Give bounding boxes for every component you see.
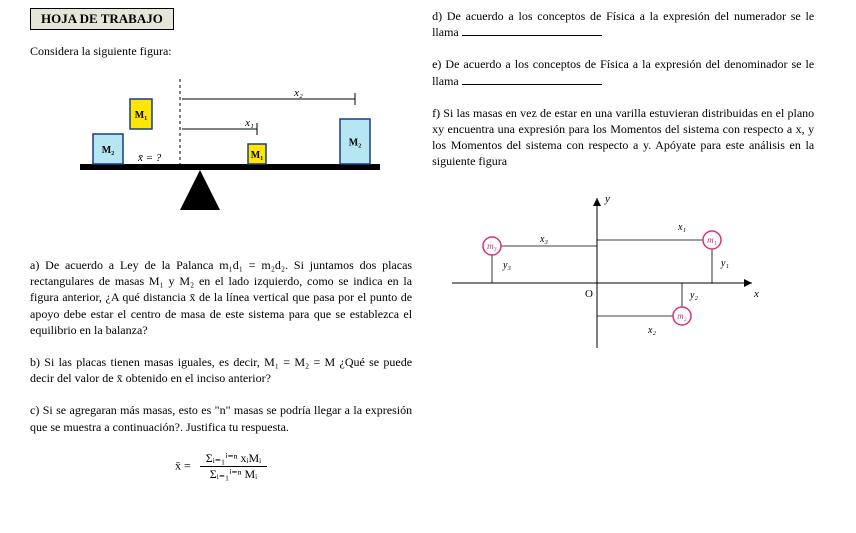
- worksheet-header: HOJA DE TRABAJO: [30, 8, 174, 30]
- question-d: d) De acuerdo a los conceptos de Física …: [432, 8, 814, 40]
- svg-text:O: O: [585, 288, 593, 300]
- svg-text:x̄ = ?: x̄ = ?: [137, 152, 162, 164]
- blank-e: [462, 73, 602, 85]
- svg-text:x₁: x₁: [244, 117, 254, 129]
- svg-text:M₂: M₂: [102, 145, 114, 156]
- figure-plane: Ox y m₃ m₁ m₂ x₃ y₃ x₁ y₁ y₂ x₂: [432, 188, 814, 362]
- svg-text:m₁: m₁: [707, 235, 717, 245]
- formula-xbar: x̄ = Σᵢ₌₁ⁱ⁼ⁿ xᵢMᵢ Σᵢ₌₁ⁱ⁼ⁿ Mᵢ: [30, 451, 412, 482]
- svg-text:y₃: y₃: [502, 260, 511, 271]
- svg-text:y: y: [604, 193, 610, 205]
- question-e: e) De acuerdo a los conceptos de Física …: [432, 56, 814, 88]
- question-b: b) Si las placas tienen masas iguales, e…: [30, 354, 412, 386]
- formula-denominator: Σᵢ₌₁ⁱ⁼ⁿ Mᵢ: [200, 467, 267, 482]
- svg-text:x₂: x₂: [293, 87, 303, 99]
- svg-text:M₁: M₁: [135, 110, 147, 121]
- svg-text:M₂: M₂: [349, 138, 361, 149]
- svg-text:x₃: x₃: [539, 234, 548, 245]
- question-c: c) Si se agregaran más masas, esto es "n…: [30, 402, 412, 434]
- figure-lever: x₁ x₂ M₁ M₂ M₁ M₂ x̄ = ?: [30, 69, 412, 243]
- svg-text:y₂: y₂: [689, 290, 698, 301]
- formula-lhs: x̄ =: [175, 458, 194, 472]
- svg-text:x: x: [753, 288, 759, 300]
- blank-d: [462, 24, 602, 36]
- question-a: a) De acuerdo a Ley de la Palanca m₁d₁ =…: [30, 257, 412, 338]
- formula-numerator: Σᵢ₌₁ⁱ⁼ⁿ xᵢMᵢ: [200, 451, 267, 467]
- svg-text:x₁: x₁: [677, 222, 686, 233]
- svg-text:x₂: x₂: [647, 325, 656, 336]
- intro-text: Considera la siguiente figura:: [30, 44, 412, 59]
- question-f: f) Si las masas en vez de estar en una v…: [432, 105, 814, 170]
- question-f-text: Si las masas en vez de estar en una vari…: [432, 106, 814, 169]
- svg-text:y₁: y₁: [720, 258, 729, 269]
- svg-text:m₃: m₃: [487, 241, 497, 251]
- svg-text:M₁: M₁: [251, 150, 263, 161]
- question-b-text: Si las placas tienen masas iguales, es d…: [30, 355, 412, 385]
- question-a-text: De acuerdo a Ley de la Palanca m₁d₁ = m₂…: [30, 258, 412, 337]
- svg-text:m₂: m₂: [677, 311, 687, 321]
- question-c-text: Si se agregaran más masas, esto es "n" m…: [30, 403, 412, 433]
